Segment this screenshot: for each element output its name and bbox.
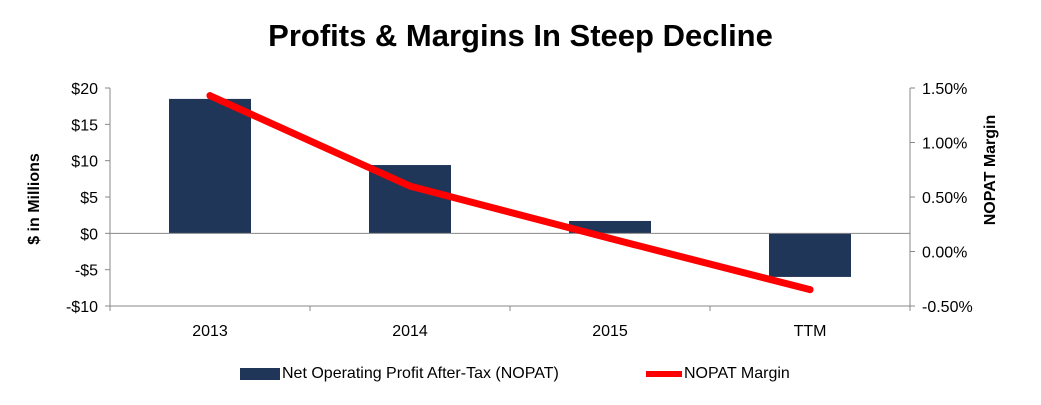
y-tick-label: -$10 — [66, 299, 98, 316]
legend: Net Operating Profit After-Tax (NOPAT) N… — [0, 362, 1041, 386]
y-axis-title: $ in Millions — [26, 153, 43, 245]
legend-label-margin: NOPAT Margin — [684, 365, 790, 382]
y2-tick-label: 1.50% — [922, 81, 967, 98]
x-tick-label: 2013 — [192, 323, 228, 340]
x-tick-label: 2015 — [592, 323, 628, 340]
legend-swatch-nopat — [240, 368, 280, 380]
x-tick-label: TTM — [794, 323, 827, 340]
y-tick-label: -$5 — [75, 263, 98, 280]
legend-item-nopat: Net Operating Profit After-Tax (NOPAT) — [240, 362, 559, 386]
y2-tick-label: 1.00% — [922, 136, 967, 153]
nopat-margin-line — [206, 92, 814, 294]
bar-ttm — [769, 233, 851, 277]
nopat-margin-point — [206, 92, 214, 100]
legend-item-margin: NOPAT Margin — [646, 362, 790, 386]
legend-swatch-margin — [646, 371, 682, 377]
chart-title: Profits & Margins In Steep Decline — [268, 18, 773, 53]
y-tick-label: $0 — [80, 226, 98, 243]
nopat-margin-point — [806, 286, 814, 294]
bar-2013 — [169, 98, 251, 234]
nopat-margin-point — [606, 234, 614, 242]
x-tick-label: 2014 — [392, 323, 428, 340]
legend-label-nopat: Net Operating Profit After-Tax (NOPAT) — [282, 365, 559, 382]
y2-tick-label: -0.50% — [922, 299, 973, 316]
y-tick-label: $20 — [71, 81, 98, 98]
y2-tick-label: 0.00% — [922, 245, 967, 262]
y-tick-label: $5 — [80, 190, 98, 207]
nopat-margin-point — [406, 182, 414, 190]
y-tick-label: $15 — [71, 117, 98, 134]
y-tick-label: $10 — [71, 154, 98, 171]
y2-axis-title: NOPAT Margin — [982, 115, 999, 226]
y2-tick-label: 0.50% — [922, 190, 967, 207]
